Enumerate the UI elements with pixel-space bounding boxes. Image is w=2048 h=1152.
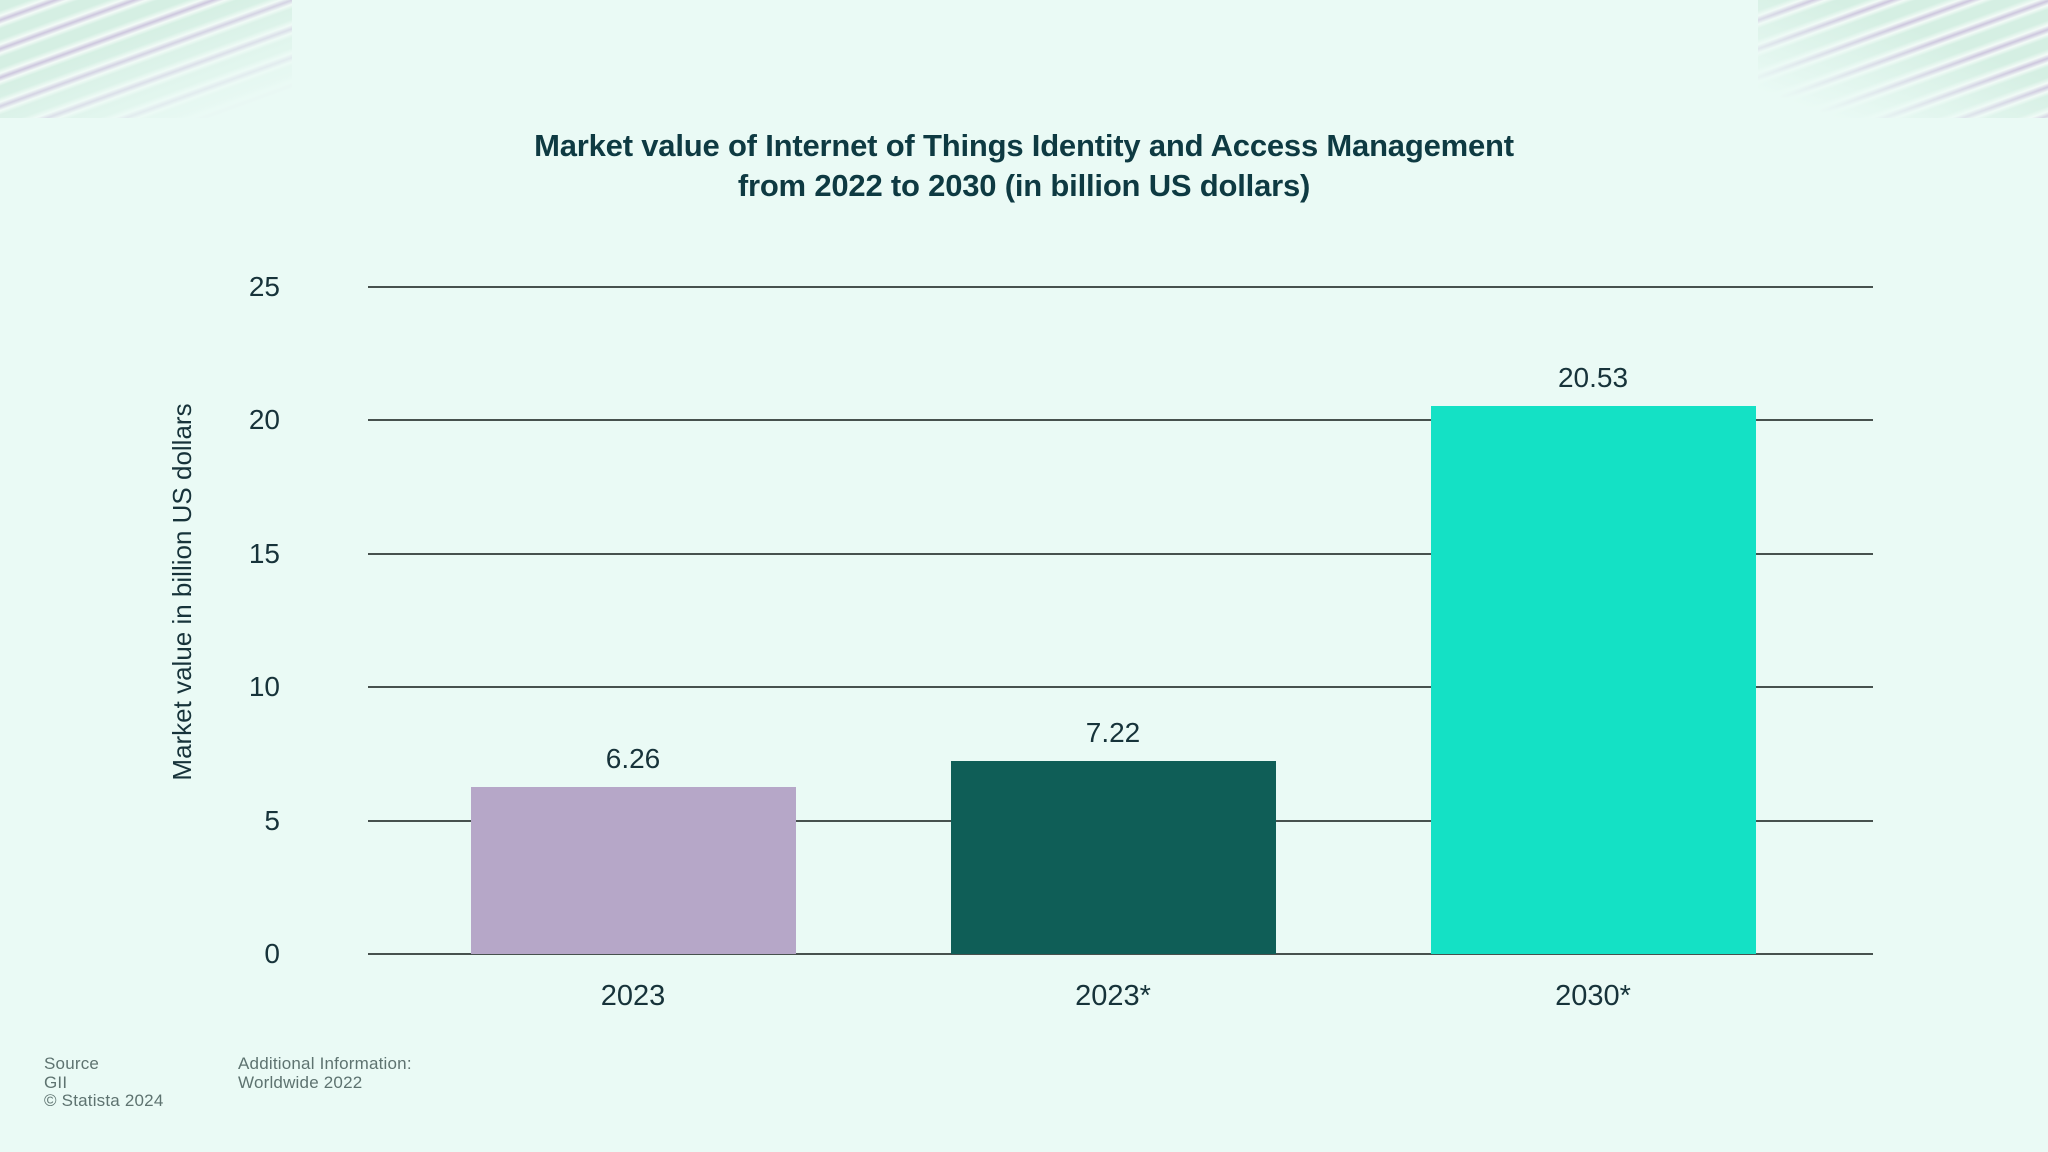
x-axis-label: 2030* (1555, 980, 1631, 1012)
y-tick-label-10: 10 (248, 671, 280, 703)
x-axis-label: 2023* (1075, 980, 1151, 1012)
source-label: Source (44, 1054, 100, 1073)
y-tick-label-15: 15 (248, 537, 280, 569)
bar-value-label: 7.22 (1085, 717, 1141, 749)
additional-information-label: Additional Information: (238, 1054, 412, 1073)
plot-area: 0 5 10 15 20 25 6.26 2023 7.22 2023* 20.53 2030* (249, 271, 1873, 1012)
decorative-stripes-top-right (1758, 0, 2048, 118)
chart-title-line2: from 2022 to 2030 (in billion US dollars… (737, 168, 1311, 203)
source-name: GII (44, 1072, 68, 1092)
y-tick-label-20: 20 (248, 404, 280, 436)
bar-value-label: 20.53 (1557, 362, 1629, 394)
source-block: Source GII © Statista 2024 (44, 1054, 164, 1111)
additional-information-value: Worldwide 2022 (238, 1072, 363, 1092)
gridline-y-10 (368, 686, 1873, 689)
gridline-y-20 (368, 419, 1873, 422)
x-axis-label: 2023 (600, 980, 666, 1012)
bar-2023* (950, 761, 1276, 954)
decorative-stripes-top-left (0, 0, 292, 118)
bar-value-label: 6.26 (605, 742, 661, 774)
y-tick-label-25: 25 (248, 271, 280, 302)
chart-title-line1: Market value of Internet of Things Ident… (534, 128, 1514, 163)
additional-information-block: Additional Information: Worldwide 2022 (238, 1054, 412, 1092)
bar-2023 (470, 786, 796, 954)
copyright-statista: © Statista 2024 (44, 1091, 164, 1110)
gridline-y-15 (368, 552, 1873, 555)
bar-2030* (1430, 406, 1756, 954)
y-tick-label-0: 0 (264, 938, 280, 969)
gridline-y-0 (368, 953, 1873, 955)
y-tick-label-5: 5 (264, 804, 280, 836)
gridline-y-25 (368, 286, 1873, 288)
y-axis-title: Market value in billion US dollars (167, 403, 197, 781)
chart-title: Market value of Internet of Things Ident… (0, 126, 2048, 206)
